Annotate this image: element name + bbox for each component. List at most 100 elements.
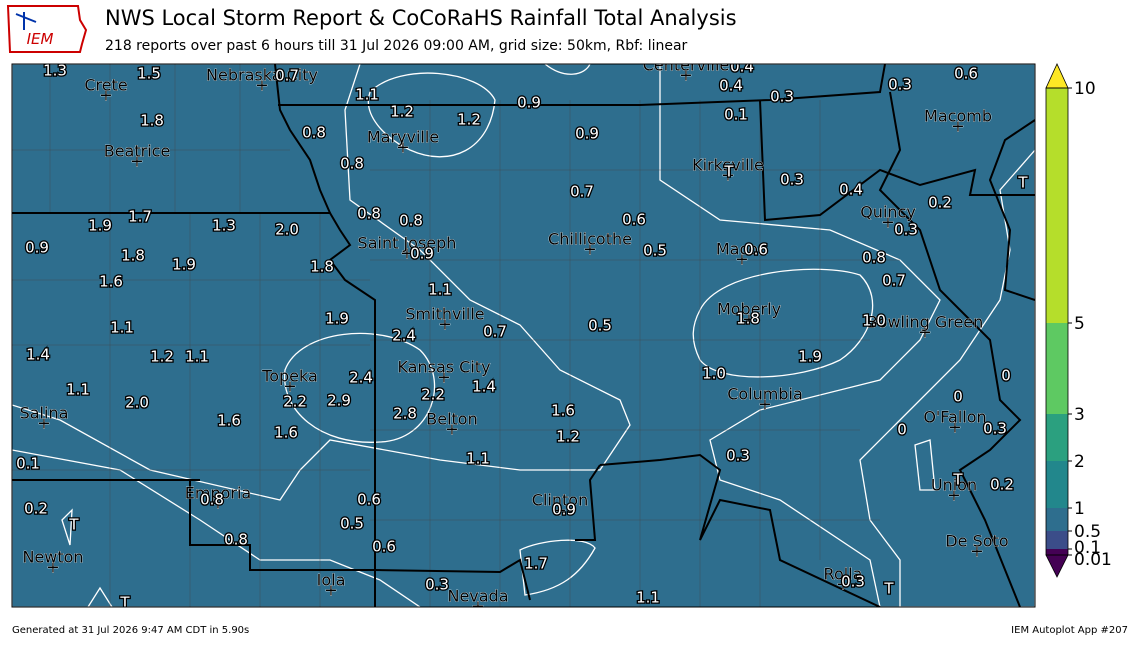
report-value: 0.4 <box>719 77 743 95</box>
city-marker: + <box>679 66 692 85</box>
report-value: 1.4 <box>472 378 496 396</box>
report-value: T <box>1017 174 1028 192</box>
city-marker: + <box>758 395 771 414</box>
city-marker: + <box>324 581 337 600</box>
title: NWS Local Storm Report & CoCoRaHS Rainfa… <box>105 6 737 30</box>
report-value: 0.3 <box>770 88 794 106</box>
city-marker: + <box>99 86 112 105</box>
report-value: 0.8 <box>302 124 326 142</box>
report-value: 0.3 <box>841 573 865 591</box>
colorbar-segment <box>1046 461 1068 508</box>
map: +Crete +Nebraska City+Beatrice +Maryville+… <box>12 56 1035 616</box>
report-value: 1.4 <box>26 346 50 364</box>
report-value: 2.0 <box>275 221 299 239</box>
report-value: 1.9 <box>88 217 112 235</box>
city-label: Saint Joseph <box>358 234 457 253</box>
report-value: 1.1 <box>110 319 134 337</box>
city-label: Emporia <box>185 484 251 503</box>
city-label: Topeka <box>261 367 318 386</box>
report-value: 1.1 <box>355 86 379 104</box>
report-value: 0.8 <box>357 205 381 223</box>
report-value: 0.4 <box>839 181 863 199</box>
city-label: Chillicothe <box>548 230 632 249</box>
colorbar-tick-label: 0.1 <box>1074 538 1101 558</box>
city-marker: + <box>918 323 931 342</box>
report-value: 0.6 <box>954 65 978 83</box>
city-marker: + <box>130 152 143 171</box>
report-value: 1.8 <box>736 310 760 328</box>
report-value: 2.2 <box>283 393 307 411</box>
city-label: Clinton <box>532 491 588 510</box>
city-marker: + <box>437 368 450 387</box>
city-label: Kirksville <box>692 156 764 175</box>
report-value: 1.1 <box>636 589 660 607</box>
colorbar-tick-label: 0.5 <box>1074 522 1101 542</box>
city-label: Bowling Green <box>867 313 984 332</box>
city-marker: + <box>742 310 755 329</box>
report-value: 1.5 <box>137 65 161 83</box>
report-value: 1.6 <box>274 424 298 442</box>
report-value: 0.9 <box>575 125 599 143</box>
report-value: 0.8 <box>340 155 364 173</box>
city-marker: + <box>471 597 484 616</box>
report-value: 0.3 <box>780 171 804 189</box>
city-marker: + <box>37 414 50 433</box>
report-value: 1.9 <box>172 256 196 274</box>
city-marker: + <box>735 250 748 269</box>
city-label: Salina <box>20 404 69 423</box>
city-marker: + <box>948 418 961 437</box>
city-label: O'Fallon <box>923 408 986 427</box>
city-label: Nebraska City <box>206 66 318 85</box>
report-value: 0.8 <box>399 212 423 230</box>
report-value: 1.6 <box>217 412 241 430</box>
report-value: 1.2 <box>150 348 174 366</box>
colorbar: 0.010.10.5 1 2 3 5 10 <box>1045 63 1112 578</box>
report-value: 1.1 <box>66 381 90 399</box>
report-value: 0.9 <box>410 245 434 263</box>
city-label: Centerville <box>643 56 730 75</box>
city-marker: + <box>947 486 960 505</box>
colorbar-segment <box>1046 549 1068 555</box>
report-value: T <box>883 580 894 598</box>
colorbar-tick-label: 5 <box>1074 314 1085 334</box>
city-label: Union <box>931 476 977 495</box>
colorbar-segment <box>1046 323 1068 414</box>
colorbar-segment <box>1046 531 1068 549</box>
report-value: 0.9 <box>25 239 49 257</box>
report-value: 0.8 <box>224 531 248 549</box>
report-value: 0.3 <box>888 76 912 94</box>
subtitle: 218 reports over past 6 hours till 31 Ju… <box>105 38 688 54</box>
city-label: Maryville <box>367 128 439 147</box>
colorbar-tick-label: 2 <box>1074 452 1085 472</box>
report-value: 0.5 <box>643 242 667 260</box>
report-value: 1.7 <box>128 208 152 226</box>
report-value: 1.7 <box>524 555 548 573</box>
city-label: Beatrice <box>104 142 171 161</box>
city-label: De Soto <box>945 532 1008 551</box>
report-value: 2.0 <box>125 394 149 412</box>
report-value: 0.7 <box>483 323 507 341</box>
city-label: Rolla <box>824 565 863 584</box>
report-value: 1.3 <box>43 62 67 80</box>
colorbar-segment <box>1046 508 1068 531</box>
city-label: Crete <box>84 76 127 95</box>
report-value: 1.2 <box>390 103 414 121</box>
footer-left: Generated at 31 Jul 2026 9:47 AM CDT in … <box>12 625 249 636</box>
city-label: Smithville <box>405 305 484 324</box>
city-marker: + <box>445 420 458 439</box>
city-label: Nevada <box>447 587 508 606</box>
report-value: 0.2 <box>990 476 1014 494</box>
colorbar-tick-label: 0.01 <box>1074 550 1112 570</box>
report-value: 2.4 <box>392 327 416 345</box>
city-marker: + <box>211 494 224 513</box>
city-marker: + <box>970 542 983 561</box>
report-value: 1.2 <box>457 111 481 129</box>
city-label: Moberly <box>717 300 781 319</box>
colorbar-frame <box>1045 87 1069 556</box>
colorbar-tick-label: 1 <box>1074 499 1085 519</box>
report-value: 2.8 <box>393 405 417 423</box>
city-marker: + <box>283 377 296 396</box>
report-value: 0.7 <box>275 67 299 85</box>
report-value: 1.3 <box>212 217 236 235</box>
svg-text:IEM: IEM <box>27 30 54 48</box>
